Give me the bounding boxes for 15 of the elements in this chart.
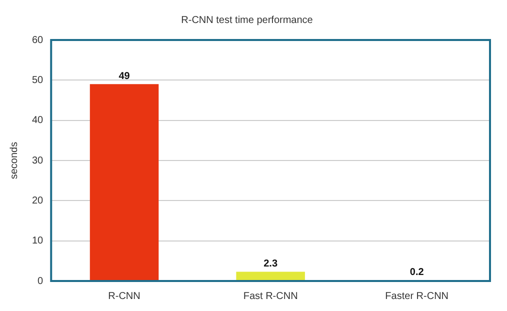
- chart-title: R-CNN test time performance: [181, 14, 314, 26]
- x-tick-label: Faster R-CNN: [385, 290, 449, 302]
- y-tick-label: 40: [32, 115, 44, 126]
- y-tick-label: 0: [38, 276, 44, 287]
- data-label: 49: [118, 70, 130, 82]
- y-axis-title: seconds: [8, 142, 20, 180]
- y-tick-label: 10: [32, 236, 44, 247]
- y-tick-label: 60: [32, 34, 44, 46]
- y-tick-label: 30: [32, 155, 44, 166]
- y-tick-label: 20: [32, 195, 44, 206]
- data-label: 2.3: [264, 258, 278, 270]
- x-tick-label: Fast R-CNN: [243, 290, 298, 302]
- y-tick-label: 50: [32, 74, 44, 86]
- x-tick-label: R-CNN: [108, 290, 140, 302]
- data-label: 0.2: [410, 266, 424, 278]
